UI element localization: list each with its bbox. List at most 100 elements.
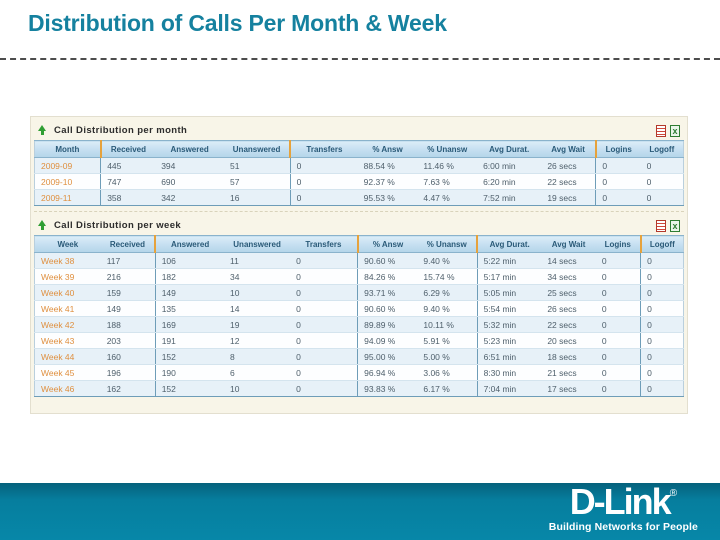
- cell: 0: [640, 252, 684, 269]
- title-divider: [0, 58, 720, 60]
- month-table: Month Received Answered Unanswered Transfers…: [34, 140, 684, 206]
- cell: 216: [100, 268, 156, 285]
- cell: 0: [595, 316, 641, 333]
- table-row: 2009-11 358 342 16 0 95.53 % 4.47 % 7:52 min 19 …: [34, 189, 684, 206]
- row-label-cell: Week 46: [34, 380, 101, 397]
- column-header: % Unansw: [417, 140, 478, 158]
- month-section-title: Call Distribution per month: [54, 125, 188, 136]
- excel-export-icon[interactable]: [670, 124, 680, 137]
- row-label-cell: 2009-09: [34, 157, 101, 174]
- cell: 5.00 %: [417, 348, 478, 365]
- cell: 394: [155, 157, 224, 174]
- pdf-export-icon[interactable]: [656, 124, 666, 137]
- table-row: Week 44 160 152 8 0 95.00 % 5.00 % 6:51 min 18 s…: [34, 348, 684, 365]
- cell: 7.63 %: [417, 173, 478, 190]
- excel-export-icon[interactable]: [670, 219, 680, 232]
- cell: 10: [223, 284, 291, 301]
- column-header: Received: [100, 235, 156, 253]
- column-header: % Unansw: [417, 235, 478, 253]
- column-header: % Answ: [357, 140, 418, 158]
- row-label-cell: Week 45: [34, 364, 101, 381]
- row-label-cell: Week 42: [34, 316, 101, 333]
- cell: 0: [640, 364, 684, 381]
- cell: 88.54 %: [357, 157, 418, 174]
- report-panel: Call Distribution per month MonthReceive…: [30, 116, 688, 414]
- cell: 0: [595, 332, 641, 349]
- column-header: Unanswered: [223, 140, 291, 158]
- cell: 0: [640, 268, 684, 285]
- column-header: Avg Wait: [541, 235, 596, 253]
- cell: 0: [640, 173, 684, 190]
- cell: 0: [290, 300, 358, 317]
- cell: 0: [290, 380, 358, 397]
- column-header: Received: [99, 140, 156, 158]
- cell: 5:23 min: [476, 332, 542, 349]
- header-row: Week Received Answered Unanswered Transfers%…: [34, 235, 684, 253]
- cell: 342: [155, 189, 224, 206]
- cell: 89.89 %: [357, 316, 418, 333]
- cell: 4.47 %: [417, 189, 478, 206]
- cell: 149: [100, 300, 156, 317]
- column-header: Avg Wait: [541, 140, 596, 158]
- cell: 95.53 %: [357, 189, 418, 206]
- cell: 0: [595, 380, 641, 397]
- row-label-cell: Week 44: [34, 348, 101, 365]
- cell: 12: [223, 332, 291, 349]
- cell: 0: [640, 284, 684, 301]
- week-section-title: Call Distribution per week: [54, 220, 182, 231]
- cell: 8:30 min: [476, 364, 542, 381]
- cell: 182: [154, 268, 224, 285]
- cell: 159: [100, 284, 156, 301]
- cell: 6: [223, 364, 291, 381]
- cell: 20 secs: [541, 332, 596, 349]
- cell: 34 secs: [541, 268, 596, 285]
- dlink-logo-text: D-Link: [569, 481, 672, 522]
- cell: 19 secs: [541, 189, 596, 206]
- cell: 0: [595, 157, 641, 174]
- cell: 5:17 min: [476, 268, 542, 285]
- cell: 90.60 %: [357, 300, 418, 317]
- cell: 5.91 %: [417, 332, 478, 349]
- cell: 18 secs: [541, 348, 596, 365]
- column-header: Month: [34, 140, 101, 158]
- column-header: Transfers: [290, 235, 358, 253]
- table-row: Week 45 196 190 6 0 96.94 % 3.06 % 8:30 min 21 s…: [34, 364, 684, 381]
- column-header: Week: [34, 235, 101, 253]
- cell: 26 secs: [541, 157, 596, 174]
- header-row: Month Received Answered Unanswered Transfers…: [34, 140, 684, 158]
- cell: 14 secs: [541, 252, 596, 269]
- row-label-cell: Week 39: [34, 268, 101, 285]
- cell: 3.06 %: [417, 364, 478, 381]
- cell: 9.40 %: [417, 300, 478, 317]
- cell: 6:51 min: [476, 348, 542, 365]
- table-row: Week 46 162 152 10 0 93.83 % 6.17 % 7:04 min 17 …: [34, 380, 684, 397]
- cell: 8: [223, 348, 291, 365]
- table-row: Week 38 117 106 11 0 90.60 % 9.40 % 5:22 min 14 …: [34, 252, 684, 269]
- row-label-cell: Week 38: [34, 252, 101, 269]
- cell: 162: [100, 380, 156, 397]
- table-row: Week 43 203 191 12 0 94.09 % 5.91 % 5:23 min 20 …: [34, 332, 684, 349]
- cell: 0: [289, 157, 358, 174]
- cell: 16: [223, 189, 291, 206]
- column-header: Unanswered: [223, 235, 291, 253]
- cell: 15.74 %: [417, 268, 478, 285]
- cell: 747: [100, 173, 156, 190]
- cell: 93.83 %: [357, 380, 418, 397]
- column-header: Logins: [594, 140, 641, 158]
- cell: 6.29 %: [417, 284, 478, 301]
- cell: 149: [154, 284, 224, 301]
- cell: 5:32 min: [476, 316, 542, 333]
- column-header: Avg Durat.: [476, 235, 542, 253]
- column-header: Avg Durat.: [477, 140, 542, 158]
- up-arrow-icon: [38, 220, 47, 231]
- table-row: 2009-10 747 690 57 0 92.37 % 7.63 % 6:20 min 22 …: [34, 173, 684, 190]
- page-title: Distribution of Calls Per Month & Week: [28, 10, 447, 36]
- column-header: Answered: [155, 140, 224, 158]
- cell: 34: [223, 268, 291, 285]
- cell: 160: [100, 348, 156, 365]
- pdf-export-icon[interactable]: [656, 219, 666, 232]
- cell: 6:00 min: [477, 157, 542, 174]
- cell: 22 secs: [541, 316, 596, 333]
- column-header: Transfers: [289, 140, 358, 158]
- cell: 51: [223, 157, 291, 174]
